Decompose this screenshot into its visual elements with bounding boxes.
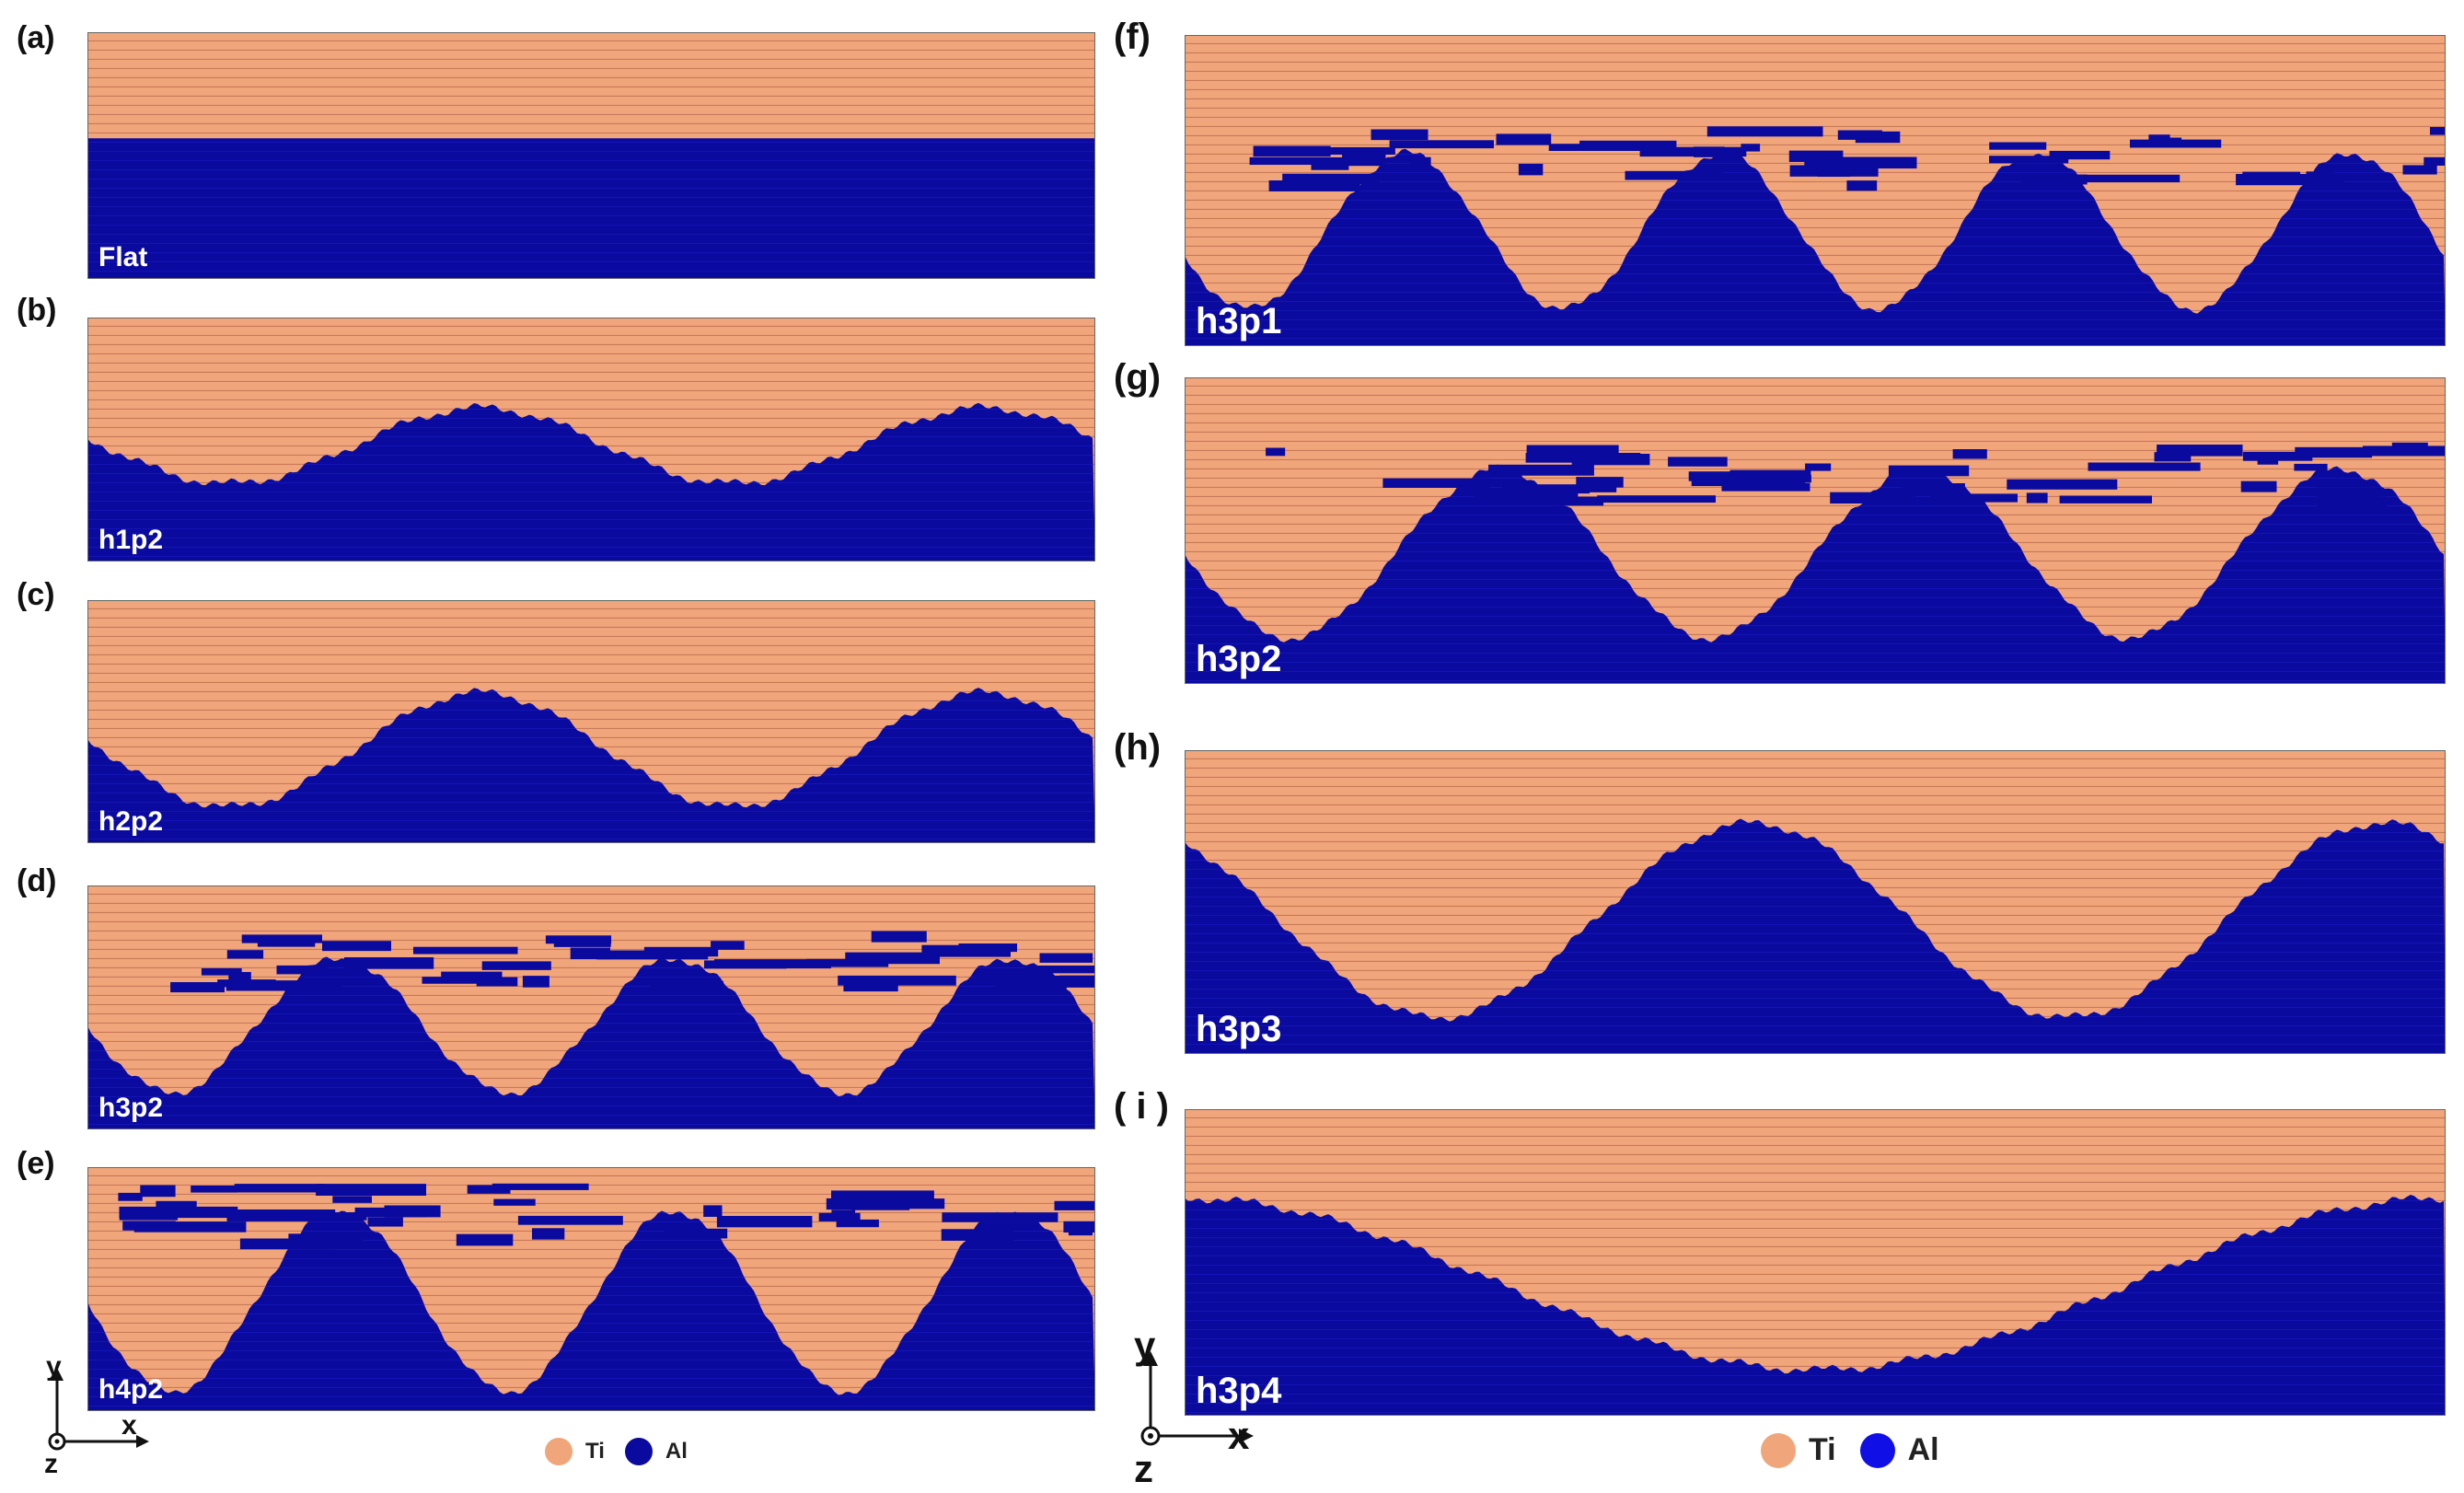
panel-d-image: h3p2 — [87, 885, 1095, 1129]
panel-i-image: h3p4 — [1185, 1109, 2446, 1416]
panel-e-image: h4p2 — [87, 1167, 1095, 1411]
ti-legend-label: Ti — [585, 1439, 605, 1464]
panel-case-tag: Flat — [98, 242, 147, 272]
panel-label-d: (d) — [17, 863, 57, 898]
panel-label-g: (g) — [1114, 357, 1162, 398]
panel-case-tag: h3p1 — [1196, 301, 1281, 341]
axes-indicator-left: y x z — [44, 1360, 149, 1479]
axis-x-label: x — [121, 1410, 137, 1441]
ti-legend-dot — [1761, 1432, 1796, 1468]
panel-label-e: (e) — [17, 1146, 55, 1181]
panel-label-b: (b) — [17, 293, 57, 328]
axis-y-label: y — [1134, 1325, 1156, 1367]
panel-h-image: h3p3 — [1185, 750, 2446, 1054]
panel-case-tag: h3p2 — [1196, 639, 1281, 679]
al-legend-dot — [624, 1438, 653, 1465]
al-legend-label: Al — [665, 1439, 688, 1464]
al-legend-dot — [1859, 1432, 1895, 1468]
axis-z-label: z — [1134, 1447, 1153, 1487]
panel-f-image: h3p1 — [1185, 35, 2446, 346]
panel-case-tag: h2p2 — [98, 806, 163, 837]
panel-case-tag: h4p2 — [98, 1374, 163, 1405]
ti-legend-dot — [545, 1438, 573, 1465]
panel-label-i: ( i ) — [1114, 1086, 1169, 1127]
panel-label-f: (f) — [1114, 17, 1151, 57]
panel-b-image: h1p2 — [87, 318, 1095, 561]
al-legend-label: Al — [1907, 1432, 1939, 1467]
axes-indicator-right: y x z — [1134, 1325, 1254, 1487]
panel-case-tag: h3p3 — [1196, 1009, 1281, 1049]
panel-label-a: (a) — [17, 20, 55, 55]
panel-label-c: (c) — [17, 577, 55, 612]
ti-legend-label: Ti — [1809, 1432, 1836, 1467]
panel-case-tag: h1p2 — [98, 525, 163, 555]
axis-z-label: z — [44, 1449, 58, 1479]
panel-a-image: Flat — [87, 32, 1095, 279]
panel-c-image: h2p2 — [87, 600, 1095, 843]
axis-y-label: y — [46, 1360, 62, 1382]
panel-case-tag: h3p2 — [98, 1093, 163, 1123]
panel-label-h: (h) — [1114, 727, 1162, 768]
panel-case-tag: h3p4 — [1196, 1371, 1282, 1411]
panel-g-image: h3p2 — [1185, 377, 2446, 684]
legend-left: Ti Al — [545, 1438, 688, 1465]
legend-right: Ti Al — [1761, 1432, 1939, 1468]
axis-x-label: x — [1228, 1414, 1250, 1457]
